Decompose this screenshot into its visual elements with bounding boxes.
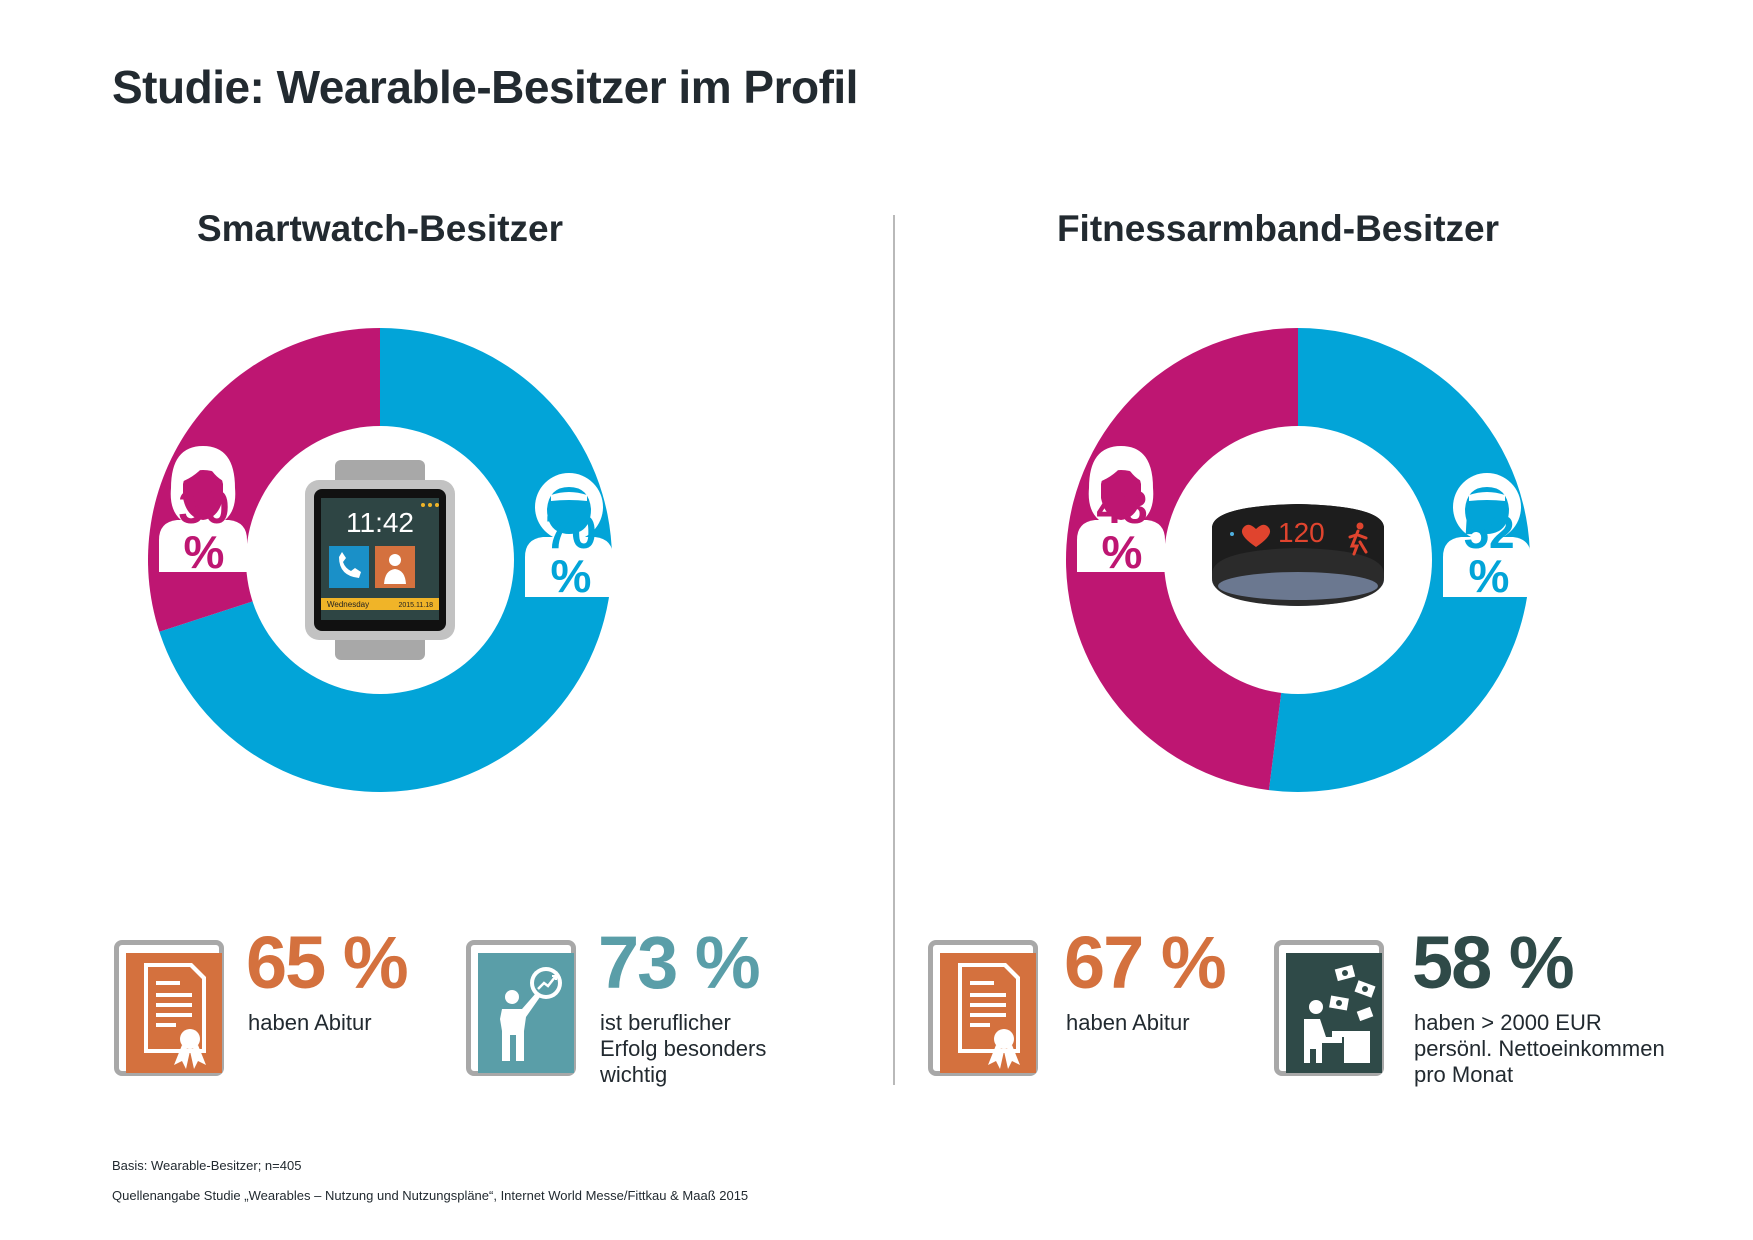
phone-app-icon <box>329 546 369 588</box>
slice-label-female-value: 48 <box>1096 481 1147 533</box>
slice-label-male-unit: % <box>1469 550 1510 602</box>
slice-label-female-value: 30 <box>178 481 229 533</box>
income-icon <box>1274 940 1384 1076</box>
chart-title-fitness: Fitnessarmband-Besitzer <box>1056 208 1500 249</box>
watch-time: 11:42 <box>346 507 414 538</box>
female-person-icon <box>159 446 247 572</box>
smartwatch-icon: 11:42 Wednesday 2015.11.18 <box>305 460 455 660</box>
male-person-icon <box>1443 473 1531 597</box>
footnote-basis: Basis: Wearable-Besitzer; n=405 <box>112 1158 302 1173</box>
female-person-icon <box>1077 446 1165 572</box>
stat-text-income: haben > 2000 EUR persönl. Nettoeinkommen… <box>1414 1010 1665 1087</box>
slice-label-female-unit: % <box>1102 526 1143 578</box>
certificate-icon <box>114 940 224 1076</box>
slice-label-male-unit: % <box>551 550 592 602</box>
column-divider <box>893 215 895 1085</box>
donut-chart-smartwatch: 30 % 70 % 11:42 Wednesday 2015.11.18 <box>147 328 613 792</box>
stat-text-smartwatch-abitur: haben Abitur <box>248 1010 372 1035</box>
watch-day: Wednesday <box>327 600 369 609</box>
stat-text-fitness-abitur: haben Abitur <box>1066 1010 1190 1035</box>
stat-value-income: 58 % <box>1412 921 1575 1004</box>
stat-value-career: 73 % <box>598 921 761 1004</box>
chart-title-smartwatch: Smartwatch-Besitzer <box>196 208 563 249</box>
slice-label-male-value: 52 <box>1463 506 1514 558</box>
slice-label-female-unit: % <box>184 526 225 578</box>
page-title: Studie: Wearable-Besitzer im Profil <box>112 61 858 113</box>
certificate-icon <box>928 940 1038 1076</box>
stat-value-fitness-abitur: 67 % <box>1064 921 1227 1004</box>
fitness-band-icon: 120 <box>1212 504 1384 606</box>
stat-text-career: ist beruflicher Erfolg besonders wichtig <box>600 1010 767 1087</box>
career-success-icon <box>466 940 576 1076</box>
band-reading: 120 <box>1278 517 1325 548</box>
footnote-source: Quellenangabe Studie „Wearables – Nutzun… <box>112 1188 749 1203</box>
slice-label-male-value: 70 <box>545 506 596 558</box>
male-person-icon <box>525 473 613 597</box>
donut-chart-fitness: 48 % 52 % 120 <box>1065 328 1531 792</box>
watch-date: 2015.11.18 <box>398 602 433 609</box>
stat-value-smartwatch-abitur: 65 % <box>246 921 409 1004</box>
